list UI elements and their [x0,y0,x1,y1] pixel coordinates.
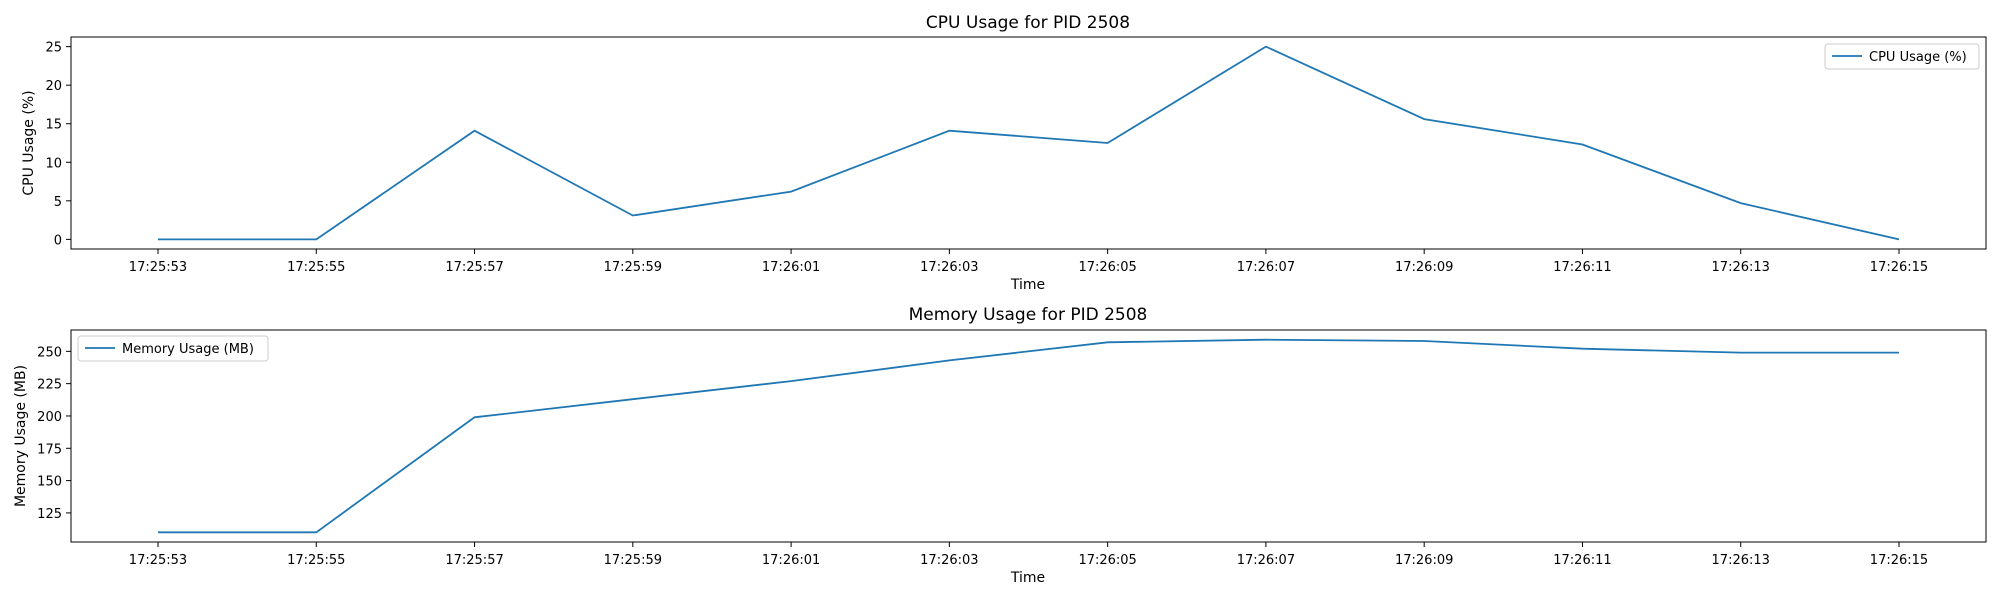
legend-box [77,335,269,362]
x-tick-label: 17:25:53 [129,260,187,275]
x-axis: 17:25:53 17:25:55 17:25:57 17:25:59 17:26:01… [129,542,1928,568]
y-tick-label: 25 [45,41,62,56]
x-tick-label: 17:26:03 [920,260,978,275]
x-tick-label: 17:26:05 [1078,260,1136,275]
x-tick-label: 17:25:55 [287,553,345,568]
y-tick-label: 10 [45,156,62,171]
x-tick-label: 17:25:57 [445,260,503,275]
x-tick-label: 17:26:03 [920,553,978,568]
x-axis: 17:25:53 17:25:55 17:25:57 17:25:59 17:26:01… [129,249,1928,275]
y-tick-label: 15 [45,118,62,133]
y-tick-label: 20 [45,79,62,94]
legend-label: CPU Usage (%) [1869,50,1967,65]
x-tick-label: 17:26:13 [1712,260,1770,275]
y-tick-label: 5 [54,195,62,210]
x-axis-label: Time [1010,277,1045,293]
y-axis: 125 150 175 200 225 250 [37,345,71,522]
y-tick-label: 175 [37,442,62,457]
x-tick-label: 17:26:01 [762,260,820,275]
x-tick-label: 17:26:11 [1553,553,1611,568]
x-tick-label: 17:26:01 [762,553,820,568]
x-tick-label: 17:26:15 [1870,260,1928,275]
x-tick-label: 17:25:59 [604,260,662,275]
legend: CPU Usage (%) [1824,43,1980,70]
x-tick-label: 17:26:05 [1078,553,1136,568]
memory-usage-line [158,338,1899,534]
legend: Memory Usage (MB) [77,335,269,362]
legend-box [1824,43,1980,70]
y-tick-label: 225 [37,378,62,393]
x-tick-label: 17:26:13 [1712,553,1770,568]
memory-usage-chart: Memory Usage for PID 2508 125 150 175 200 22… [13,305,1987,586]
cpu-usage-chart: CPU Usage for PID 2508 0 5 10 15 20 25 17:25:… [21,13,1987,293]
x-axis-label: Time [1010,570,1045,586]
chart-title: Memory Usage for PID 2508 [909,305,1148,325]
x-tick-label: 17:26:07 [1237,260,1295,275]
y-tick-label: 250 [37,345,62,360]
y-axis: 0 5 10 15 20 25 [45,41,71,248]
x-tick-label: 17:25:53 [129,553,187,568]
x-tick-label: 17:26:11 [1553,260,1611,275]
y-axis-label: Memory Usage (MB) [13,365,29,507]
x-tick-label: 17:26:15 [1870,553,1928,568]
x-tick-label: 17:26:07 [1237,553,1295,568]
chart-title: CPU Usage for PID 2508 [926,13,1130,33]
plot-area [70,36,1987,250]
x-tick-label: 17:25:55 [287,260,345,275]
y-tick-label: 125 [37,507,62,522]
legend-label: Memory Usage (MB) [122,342,254,357]
x-tick-label: 17:25:57 [445,553,503,568]
x-tick-label: 17:26:09 [1395,553,1453,568]
x-tick-label: 17:25:59 [604,553,662,568]
x-tick-label: 17:26:09 [1395,260,1453,275]
y-axis-label: CPU Usage (%) [21,90,37,195]
y-tick-label: 0 [54,233,62,248]
y-tick-label: 200 [37,410,62,425]
plot-area [70,329,1987,543]
y-tick-label: 150 [37,475,62,490]
cpu-usage-line [158,45,1900,241]
